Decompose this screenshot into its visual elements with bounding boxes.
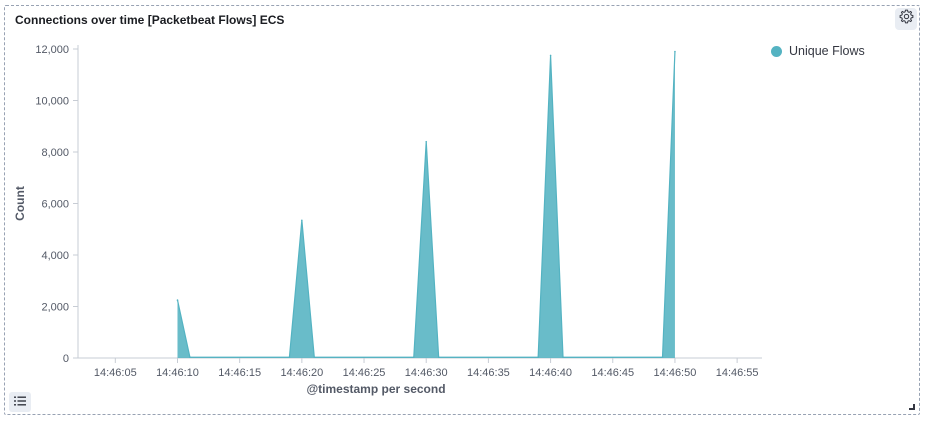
legend-label: Unique Flows xyxy=(789,44,865,58)
y-axis-label: Count xyxy=(13,186,27,221)
y-tick-label: 4,000 xyxy=(41,250,69,262)
data-point xyxy=(288,356,291,359)
x-tick-label: 14:46:25 xyxy=(343,367,386,379)
data-point xyxy=(412,356,415,359)
series-layer xyxy=(176,50,676,359)
data-point xyxy=(176,299,179,301)
x-tick-label: 14:46:10 xyxy=(156,367,199,379)
x-tick-label: 14:46:55 xyxy=(716,367,759,379)
panel-title: Connections over time [Packetbeat Flows]… xyxy=(15,13,285,27)
legend-toggle-button[interactable] xyxy=(9,392,31,412)
data-point xyxy=(549,54,552,57)
x-axis-label: @timestamp per second xyxy=(306,382,445,396)
visualization-panel: Connections over time [Packetbeat Flows]… xyxy=(4,5,920,415)
data-point xyxy=(301,219,303,222)
x-tick-label: 14:46:05 xyxy=(94,367,137,379)
series-area-unique-flows xyxy=(177,51,675,358)
y-tick-label: 10,000 xyxy=(35,96,69,108)
y-tick-label: 6,000 xyxy=(41,199,69,211)
x-tick-label: 14:46:30 xyxy=(405,367,448,379)
y-tick-label: 0 xyxy=(63,353,69,365)
x-tick-label: 14:46:35 xyxy=(467,367,510,379)
y-tick-label: 12,000 xyxy=(35,44,69,56)
legend-item-unique-flows[interactable]: Unique Flows xyxy=(771,44,865,58)
panel-options-button[interactable] xyxy=(895,8,917,30)
legend-color-dot xyxy=(771,45,782,57)
data-point xyxy=(189,356,191,359)
list-icon xyxy=(14,393,26,411)
x-tick-label: 14:46:45 xyxy=(591,367,634,379)
area-chart: 0 2,000 4,000 6,000 8,000 10,000 12,000 14:46:… xyxy=(13,44,762,396)
data-point xyxy=(537,356,539,359)
y-axis: 0 2,000 4,000 6,000 8,000 10,000 12,000 xyxy=(35,44,79,365)
x-tick-label: 14:46:40 xyxy=(529,367,572,379)
x-tick-label: 14:46:50 xyxy=(654,367,697,379)
data-point xyxy=(437,356,440,359)
resize-handle[interactable] xyxy=(909,404,915,410)
data-point xyxy=(313,356,316,359)
y-tick-label: 2,000 xyxy=(41,302,69,314)
gear-icon xyxy=(899,9,914,29)
data-point xyxy=(425,140,428,143)
data-point xyxy=(661,356,664,359)
x-tick-label: 14:46:20 xyxy=(280,367,323,379)
data-point xyxy=(674,50,676,53)
x-axis: 14:46:05 14:46:10 14:46:15 14:46:20 14:46:25… xyxy=(78,357,762,379)
x-tick-label: 14:46:15 xyxy=(218,367,261,379)
data-point xyxy=(562,356,564,359)
y-tick-label: 8,000 xyxy=(41,147,69,159)
